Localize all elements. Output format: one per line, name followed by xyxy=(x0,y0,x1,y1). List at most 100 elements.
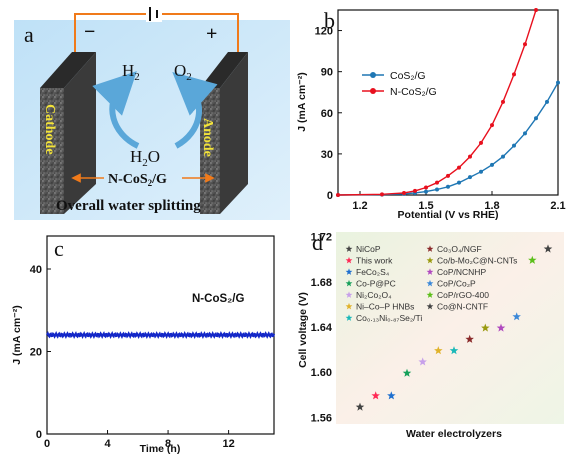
panel-c-letter: c xyxy=(54,236,64,261)
panel-b-data-point xyxy=(479,169,483,174)
panel-d-legend-star xyxy=(345,268,353,275)
panel-d-point-star xyxy=(434,346,443,355)
panel-a-letter: a xyxy=(24,22,34,47)
panel-d-point-star xyxy=(402,368,412,377)
panel-b-legend-marker xyxy=(370,88,376,94)
panel-d-point-star xyxy=(496,323,506,332)
panel-c-xtick-label: 12 xyxy=(222,438,234,450)
panel-b-data-point xyxy=(457,165,461,170)
panel-d-point-star xyxy=(449,346,459,355)
panel-b-series-line-1 xyxy=(337,9,537,196)
panel-b-data-point xyxy=(468,154,472,159)
panel-b-xtick-label: 1.2 xyxy=(352,200,367,212)
battery-icon xyxy=(146,6,162,22)
panel-d-background xyxy=(336,232,564,424)
catalyst-label: N-CoS2/G xyxy=(108,172,167,188)
panel-c-xtick-label: 0 xyxy=(44,438,50,450)
panel-b-legend-label: CoS₂/G xyxy=(390,70,426,82)
panel-b-data-point xyxy=(545,99,549,104)
panel-c-xtick-label: 4 xyxy=(104,438,111,450)
panel-b-data-point xyxy=(523,42,527,47)
panel-d-ytick-label: 1.64 xyxy=(311,322,333,334)
panel-d-legend-label: NiCoP xyxy=(356,244,381,254)
panel-d-legend-star xyxy=(345,291,353,298)
panel-d-legend-star xyxy=(345,314,353,321)
o2-evolution-arrow xyxy=(172,72,218,149)
panel-b-data-point xyxy=(457,180,461,185)
panel-b-plot-frame xyxy=(337,9,559,196)
panel-d-legend-label: Co₃O₄/NGF xyxy=(437,244,482,254)
panel-b-data-point xyxy=(523,131,527,136)
panel-d-legend-label: CoP/Co₂P xyxy=(437,279,476,289)
panel-c-ytick-label: 40 xyxy=(30,264,42,276)
panel-d-legend-star xyxy=(426,268,434,275)
panel-b-data-point xyxy=(336,193,340,197)
panel-d-letter: d xyxy=(312,230,323,255)
panel-d-point-star xyxy=(355,402,365,411)
panel-d-legend-label: Ni–Co–P HNBs xyxy=(356,302,414,312)
panel-b-data-point xyxy=(424,189,428,194)
panel-d-legend-star xyxy=(426,245,434,252)
panel-a-schematic: − + a Cathode Anode H2 O2 H2O N-CoS2/G O… xyxy=(14,6,290,220)
panel-b-data-point xyxy=(402,190,406,195)
panel-d-legend-star xyxy=(345,302,353,310)
panel-b-data-point xyxy=(512,143,516,148)
panel-b-ytick-label: 120 xyxy=(315,26,333,38)
plus-sign: + xyxy=(206,23,217,45)
panel-b-data-point xyxy=(413,188,417,193)
panel-d-ytick-label: 1.60 xyxy=(311,367,332,379)
panel-d-legend-label: This work xyxy=(356,256,393,266)
panel-b-data-point xyxy=(446,184,450,189)
panel-b-data-point xyxy=(435,180,439,185)
cathode-electrode: Cathode xyxy=(40,52,96,214)
panel-d-ytick-label: 1.68 xyxy=(311,277,332,289)
panel-b-data-point xyxy=(556,80,560,85)
panel-d-point-star xyxy=(512,312,521,321)
panel-b-ytick-label: 0 xyxy=(327,190,333,202)
panel-d-legend-label: CoP/NCNHP xyxy=(437,267,486,277)
panel-b-data-point xyxy=(424,185,428,190)
panel-d-legend-star xyxy=(345,245,353,252)
panel-d-legend-star xyxy=(426,302,434,310)
panel-b-xlabel: Potential (V vs RHE) xyxy=(398,209,499,221)
panel-d-voltage-comparison: d 1.56 1.60 1.64 1.68 1.72 NiCoP This workFeC… xyxy=(297,230,564,440)
panel-a-caption: Overall water splitting xyxy=(56,198,201,214)
panel-b-data-point xyxy=(501,154,505,159)
panel-c-ytick-label: 20 xyxy=(30,347,42,359)
panel-c-xlabel: Time (h) xyxy=(140,443,181,455)
panel-b-data-point xyxy=(468,175,472,180)
panel-b-legend-label: N-CoS₂/G xyxy=(390,86,437,98)
panel-c-annotation: N-CoS₂/G xyxy=(192,293,244,305)
panel-b-data-point xyxy=(490,123,494,128)
anode-electrode: Anode xyxy=(200,52,248,214)
minus-sign: − xyxy=(84,21,95,43)
panel-b-letter: b xyxy=(324,8,335,33)
h2-label: H2 xyxy=(122,61,140,83)
panel-b-data-point xyxy=(490,162,494,167)
panel-b-series-line-0 xyxy=(337,82,559,196)
panel-b-data-point xyxy=(534,116,538,121)
panel-c-ylabel: J (mA cm⁻²) xyxy=(11,305,23,364)
panel-d-legend-label: Co₀.₁₃Ni₀.₈₇Se₂/Ti xyxy=(356,313,422,323)
panel-d-legend-label: Co-P@PC xyxy=(356,279,396,289)
panel-d-legend-star xyxy=(345,256,353,264)
panel-b-ytick-label: 60 xyxy=(321,108,333,120)
panel-d-ytick-label: 1.56 xyxy=(311,412,332,424)
panel-d-point-star xyxy=(465,334,474,343)
panel-d-legend-star xyxy=(426,291,434,298)
panel-b-data-point xyxy=(380,192,384,197)
panel-d-legend-label: Co/b-Mo₂C@N-CNTs xyxy=(437,256,517,266)
panel-b-ytick-label: 30 xyxy=(321,149,333,161)
h2o-label: H2O xyxy=(130,147,160,169)
panel-b-xtick-label: 1.5 xyxy=(418,200,433,212)
panel-d-xlabel: Water electrolyzers xyxy=(406,428,502,440)
panel-d-ytick-label: 1.72 xyxy=(311,232,332,244)
h2-evolution-arrow xyxy=(92,71,140,149)
panel-b-xtick-label: 2.1 xyxy=(550,200,565,212)
panel-c-ytick-label: 0 xyxy=(36,429,42,441)
panel-b-data-point xyxy=(435,187,439,192)
panel-d-legend-label: Ni₂Co₂O₄ xyxy=(356,290,392,300)
cathode-label: Cathode xyxy=(42,104,57,155)
